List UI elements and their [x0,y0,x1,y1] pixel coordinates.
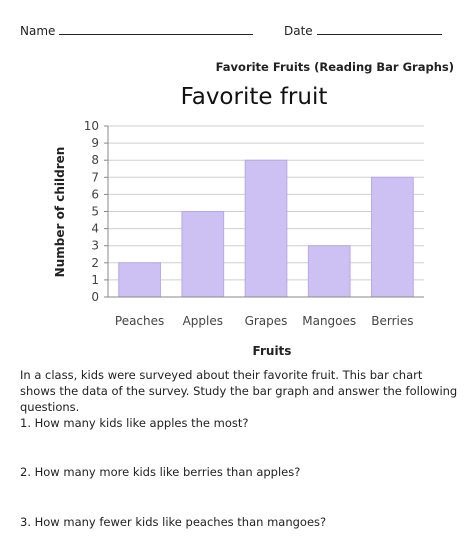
bar-apples [181,211,225,298]
y-tick-label: 7 [91,170,99,184]
bar-mangoes [307,245,351,298]
y-axis-label: Number of children [53,147,67,278]
bar-peaches [118,262,161,298]
question-3: 3. How many fewer kids like peaches than… [20,515,327,529]
worksheet-title: Favorite Fruits (Reading Bar Graphs) [215,60,454,74]
bar-chart: Favorite fruit 0 1 2 3 4 5 6 7 8 9 10 Peaches Apple… [53,84,424,358]
name-field[interactable]: Name [20,24,254,38]
y-tick-label: 4 [91,222,99,236]
x-tick-labels: Peaches Apples Grapes Mangoes Berries [115,314,414,328]
x-tick-label: Apples [183,314,223,328]
chart-axes [104,125,424,298]
y-tick-label: 6 [91,187,99,201]
x-tick-label: Peaches [115,314,164,328]
date-blank-line[interactable] [316,34,442,35]
bar-grapes [244,159,288,298]
bar-berries [371,176,414,298]
y-tick-label: 9 [91,136,99,150]
y-tick-label: 2 [91,256,99,270]
survey-description: In a class, kids were surveyed about the… [20,368,458,414]
chart-title: Favorite fruit [181,84,328,110]
question-2: 2. How many more kids like berries than … [20,465,301,479]
question-1: 1. How many kids like apples the most? [20,416,249,430]
date-field[interactable]: Date [284,24,442,38]
y-tick-label: 1 [91,273,99,287]
name-blank-line[interactable] [59,34,254,35]
date-label: Date [284,24,313,38]
y-tick-label: 10 [84,119,99,133]
y-tick-label: 5 [91,205,99,219]
y-tick-label: 8 [91,153,99,167]
y-tick-label: 3 [91,239,99,253]
x-tick-label: Berries [371,314,413,328]
y-tick-labels: 0 1 2 3 4 5 6 7 8 9 10 [84,119,99,304]
x-axis-label: Fruits [253,344,292,358]
x-tick-label: Mangoes [302,314,356,328]
x-tick-label: Grapes [245,314,288,328]
name-label: Name [20,24,56,38]
y-tick-label: 0 [91,290,99,304]
